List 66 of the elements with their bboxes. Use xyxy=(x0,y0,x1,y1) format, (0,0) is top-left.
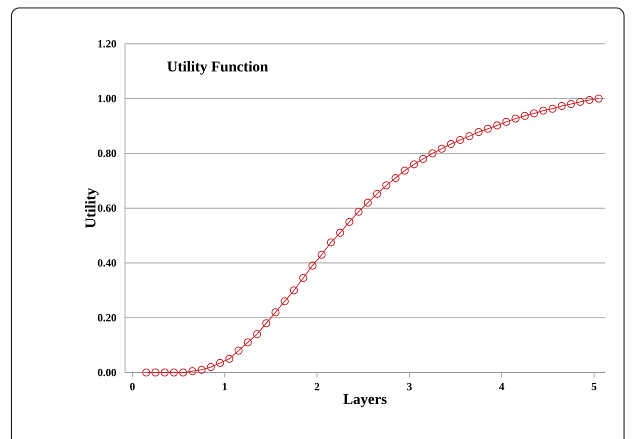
point xyxy=(428,149,436,158)
y-tick-label: 0.60 xyxy=(98,204,116,212)
y-tick-label: 0.40 xyxy=(98,259,116,267)
x-tick-label: 1 xyxy=(222,382,227,390)
point xyxy=(262,319,270,328)
point xyxy=(530,109,538,118)
point xyxy=(290,286,298,294)
point xyxy=(558,102,566,110)
point xyxy=(354,208,363,216)
y-tick-label: 1.00 xyxy=(98,94,116,102)
y-axis-title: Utility xyxy=(85,188,99,228)
point xyxy=(188,367,196,376)
point xyxy=(419,154,428,163)
point xyxy=(280,297,289,306)
point xyxy=(539,106,548,115)
point xyxy=(299,274,308,282)
x-tick-label: 4 xyxy=(499,382,504,390)
point xyxy=(206,362,215,371)
point xyxy=(271,308,280,316)
point xyxy=(308,262,316,270)
text: Utility Function xyxy=(167,60,268,74)
point xyxy=(512,114,520,122)
point xyxy=(392,174,400,182)
point xyxy=(253,330,262,338)
x-axis-title: Layers xyxy=(343,394,387,408)
point xyxy=(382,181,390,190)
point xyxy=(446,140,455,148)
point xyxy=(594,94,603,102)
y-tick-label: 1.20 xyxy=(98,40,116,48)
point xyxy=(326,238,335,246)
point xyxy=(438,144,446,153)
point xyxy=(364,198,372,207)
point xyxy=(456,136,464,144)
point xyxy=(345,218,354,226)
point xyxy=(179,368,188,376)
point xyxy=(484,124,492,133)
point xyxy=(502,118,510,126)
y-tick-label: 0.80 xyxy=(98,150,116,157)
point xyxy=(548,104,557,113)
x-tick-label: 0 xyxy=(130,382,135,390)
point xyxy=(151,368,160,376)
point xyxy=(465,132,474,140)
point xyxy=(410,160,418,168)
point xyxy=(216,358,224,367)
point xyxy=(318,250,326,259)
point xyxy=(225,354,234,363)
x-tick-label: 5 xyxy=(592,382,596,390)
point xyxy=(400,166,409,175)
x-tick-label: 2 xyxy=(314,382,320,390)
point xyxy=(244,338,252,346)
y-tick-label: 0.20 xyxy=(98,314,116,322)
point xyxy=(493,121,502,130)
point xyxy=(576,98,584,106)
point xyxy=(373,190,382,198)
point xyxy=(142,368,150,376)
y-tick-label: 0.00 xyxy=(98,368,116,376)
point xyxy=(585,96,594,104)
point xyxy=(474,128,483,136)
point xyxy=(170,368,178,376)
point xyxy=(336,228,344,237)
point xyxy=(566,100,575,108)
point xyxy=(198,366,206,374)
point xyxy=(234,346,243,355)
point xyxy=(520,112,529,120)
point xyxy=(160,368,169,376)
x-tick-label: 3 xyxy=(407,382,412,390)
